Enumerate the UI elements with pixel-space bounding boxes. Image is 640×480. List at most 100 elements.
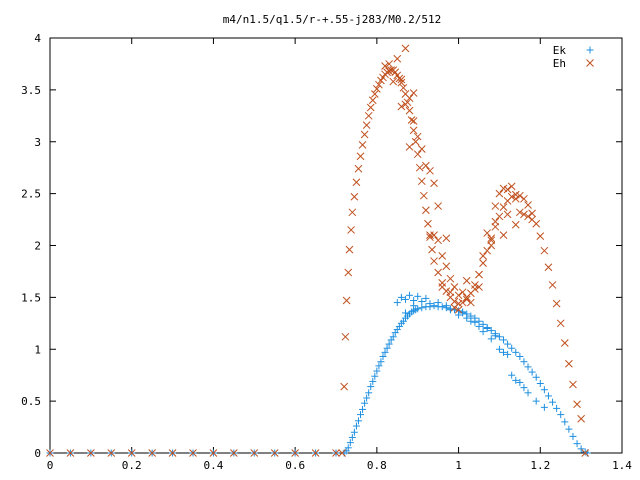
data-point-ek — [397, 293, 405, 301]
data-point-eh — [516, 208, 524, 217]
data-point-ek — [371, 372, 379, 380]
data-point-ek — [459, 309, 467, 317]
data-point-eh — [347, 226, 355, 234]
data-point-ek — [536, 379, 544, 387]
data-point-eh — [479, 259, 487, 267]
data-point-ek — [354, 417, 362, 425]
data-point-eh — [397, 102, 406, 111]
data-point-ek — [375, 362, 383, 370]
x-tick-label: 1.4 — [612, 459, 632, 472]
data-point-eh — [503, 210, 512, 219]
data-point-ek — [367, 383, 375, 391]
data-point-ek — [430, 302, 438, 310]
data-point-eh — [417, 145, 426, 153]
data-point-eh — [450, 283, 459, 291]
data-point-eh — [524, 212, 532, 221]
y-tick-label: 0.5 — [21, 395, 41, 408]
data-point-ek — [377, 358, 385, 366]
data-point-ek — [516, 378, 524, 386]
data-point-eh — [413, 132, 422, 141]
data-point-ek — [365, 389, 373, 397]
y-tick-label: 1 — [34, 343, 41, 356]
data-point-eh — [405, 143, 414, 151]
data-point-eh — [399, 83, 408, 92]
data-point-eh — [424, 219, 432, 228]
data-point-eh — [446, 274, 455, 283]
data-point-eh — [487, 234, 496, 243]
data-point-ek — [434, 299, 442, 307]
data-point-eh — [450, 297, 459, 306]
data-point-eh — [458, 298, 467, 307]
data-point-ek — [491, 332, 499, 340]
data-point-eh — [442, 234, 451, 243]
data-point-ek — [344, 444, 352, 452]
data-point-ek — [381, 348, 389, 356]
data-point-eh — [311, 449, 320, 457]
data-point-ek — [406, 291, 414, 299]
data-point-eh — [491, 202, 500, 210]
data-point-eh — [507, 182, 516, 191]
data-point-ek — [561, 418, 569, 426]
data-point-ek — [401, 295, 409, 303]
data-point-eh — [528, 215, 536, 224]
data-point-ek — [516, 353, 524, 361]
data-point-eh — [411, 137, 420, 146]
data-point-ek — [512, 348, 520, 356]
data-point-eh — [393, 54, 402, 63]
data-point-eh — [548, 281, 557, 289]
data-point-eh — [168, 449, 177, 457]
data-point-eh — [368, 96, 377, 105]
series-eh — [46, 44, 590, 457]
data-point-eh — [270, 449, 279, 457]
data-point-ek — [573, 440, 581, 448]
data-point-ek — [557, 411, 565, 419]
data-point-eh — [409, 89, 418, 97]
data-point-eh — [341, 332, 350, 341]
data-point-ek — [487, 335, 495, 343]
legend-label-eh: Eh — [553, 57, 566, 70]
data-point-eh — [516, 191, 524, 200]
data-point-eh — [415, 163, 424, 172]
data-point-eh — [387, 66, 396, 75]
data-point-ek — [540, 386, 548, 394]
x-axis: 0 0.2 0.4 0.6 0.8 1 1.2 1.4 — [47, 38, 632, 472]
data-point-eh — [332, 449, 340, 457]
data-point-eh — [107, 449, 116, 457]
legend-marker-eh — [586, 59, 594, 67]
data-point-eh — [556, 319, 565, 328]
data-point-eh — [438, 252, 447, 260]
chart-title: m4/n1.5/q1.5/r-+.55-j283/M0.2/512 — [223, 13, 442, 26]
data-point-eh — [422, 161, 430, 170]
data-point-ek — [426, 300, 434, 308]
data-point-eh — [354, 164, 363, 173]
data-point-ek — [479, 328, 487, 336]
data-point-ek — [348, 433, 356, 441]
data-point-ek — [455, 311, 463, 319]
data-point-eh — [66, 449, 75, 457]
data-point-eh — [462, 293, 471, 302]
y-tick-label: 1.5 — [21, 291, 41, 304]
data-point-eh — [450, 303, 459, 312]
data-point-eh — [560, 339, 569, 347]
data-point-eh — [503, 185, 512, 194]
x-tick-label: 0.4 — [203, 459, 223, 472]
data-point-eh — [540, 246, 549, 255]
data-point-eh — [438, 283, 447, 291]
data-point-eh — [581, 449, 590, 457]
y-tick-label: 3 — [34, 136, 41, 149]
data-point-eh — [352, 178, 361, 187]
y-axis: 0 0.5 1 1.5 2 2.5 3 3.5 4 — [21, 32, 622, 460]
data-point-eh — [405, 106, 414, 115]
data-point-ek — [418, 304, 426, 312]
data-point-eh — [46, 449, 54, 457]
data-point-eh — [528, 209, 536, 218]
data-point-ek — [463, 314, 471, 322]
data-point-ek — [577, 445, 585, 453]
data-point-ek — [532, 397, 540, 405]
data-point-ek — [500, 336, 508, 344]
data-point-eh — [442, 262, 451, 271]
data-point-ek — [422, 294, 430, 302]
data-point-ek — [569, 432, 577, 440]
data-point-eh — [495, 189, 504, 198]
